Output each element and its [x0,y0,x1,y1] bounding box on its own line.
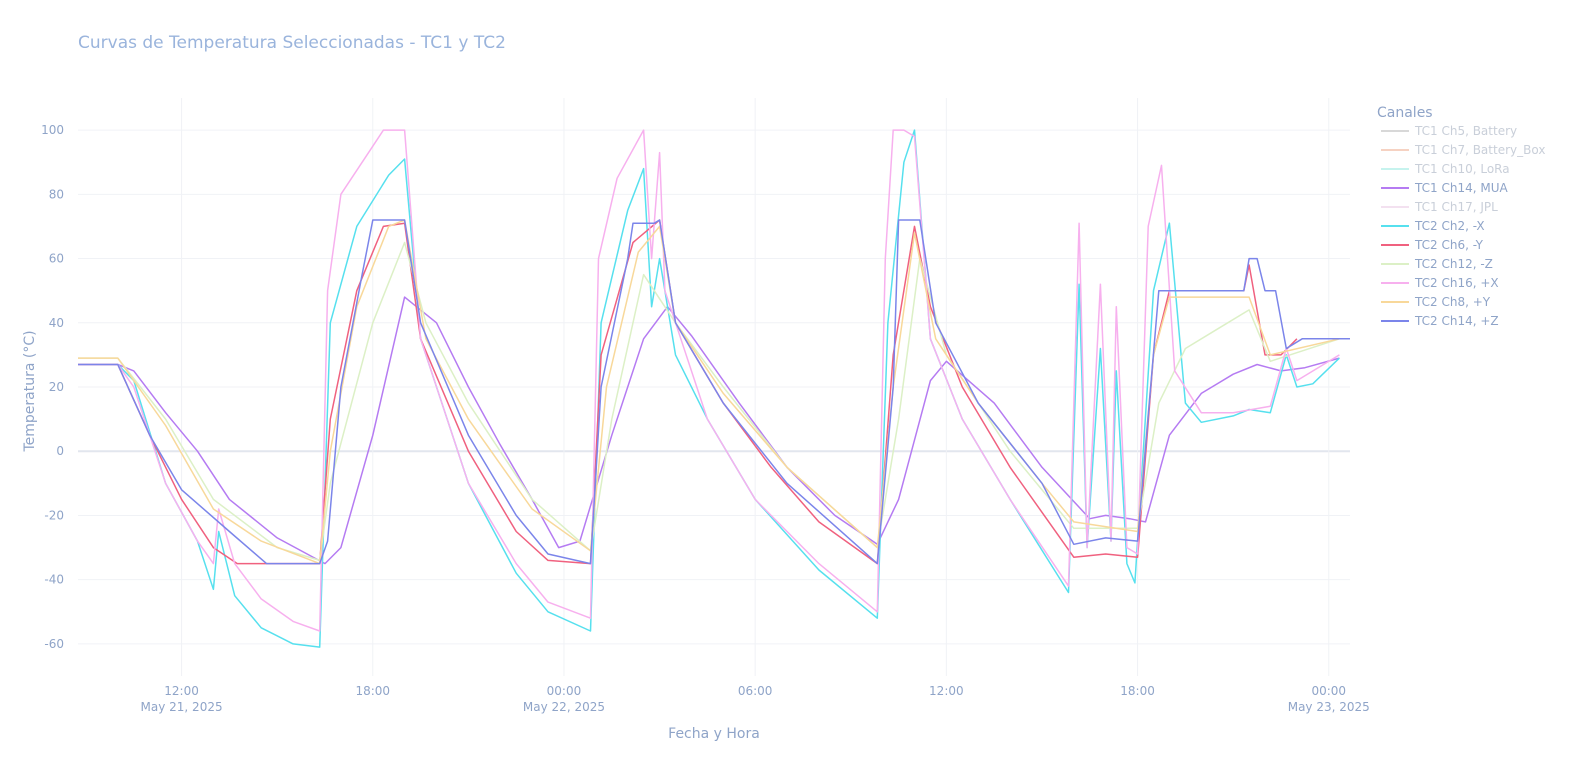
series-line [78,219,1350,565]
legend: Canales TC1 Ch5, Battery TC1 Ch7, Battery… [1377,105,1545,328]
y-axis-title: Temperatura (°C) [22,330,38,452]
x-tick-label: 06:00 [738,684,773,698]
legend-label: TC2 Ch16, +X [1414,276,1499,290]
legend-label: TC1 Ch14, MUA [1414,181,1508,195]
y-tick-label: 60 [49,252,64,266]
series-line [78,129,1340,632]
legend-label: TC2 Ch12, -Z [1414,257,1493,271]
x-tick-date-label: May 23, 2025 [1288,700,1370,714]
legend-label: TC2 Ch14, +Z [1414,314,1499,328]
legend-label: TC1 Ch10, LoRa [1414,162,1510,176]
legend-item[interactable]: TC2 Ch8, +Y [1381,295,1491,309]
legend-label: TC1 Ch17, JPL [1414,200,1498,214]
legend-title: Canales [1377,105,1433,121]
legend-item[interactable]: TC2 Ch16, +X [1381,276,1499,290]
y-tick-label: -40 [44,573,64,587]
series-line [78,219,1340,565]
y-tick-label: 80 [49,187,64,201]
legend-label: TC2 Ch2, -X [1414,219,1485,233]
x-tick-date-label: May 22, 2025 [523,700,605,714]
legend-item[interactable]: TC1 Ch10, LoRa [1381,162,1510,176]
x-tick-label: 18:00 [355,684,390,698]
chart-title: Curvas de Temperatura Seleccionadas - TC… [78,33,506,53]
y-tick-label: 100 [41,123,64,137]
legend-item[interactable]: TC2 Ch6, -Y [1381,238,1484,252]
grid [78,98,1350,676]
x-tick-label: 12:00 [929,684,964,698]
x-tick-label: 00:00 [547,684,582,698]
legend-item[interactable]: TC1 Ch5, Battery [1381,124,1517,138]
legend-item[interactable]: TC2 Ch12, -Z [1381,257,1493,271]
legend-item[interactable]: TC1 Ch7, Battery_Box [1381,143,1545,157]
x-tick-label: 18:00 [1120,684,1155,698]
y-tick-label: -60 [44,637,64,651]
x-tick-label: 00:00 [1311,684,1346,698]
legend-label: TC2 Ch8, +Y [1414,295,1491,309]
legend-label: TC1 Ch7, Battery_Box [1414,143,1545,157]
x-axis-title: Fecha y Hora [668,726,760,742]
legend-item[interactable]: TC2 Ch2, -X [1381,219,1485,233]
series-line [78,296,1340,565]
legend-item[interactable]: TC2 Ch14, +Z [1381,314,1499,328]
legend-label: TC2 Ch6, -Y [1414,238,1484,252]
series-lines [78,129,1350,648]
y-tick-label: 20 [49,380,64,394]
y-tick-label: 0 [56,444,64,458]
legend-label: TC1 Ch5, Battery [1414,124,1517,138]
y-tick-label: 40 [49,316,64,330]
y-tick-label: -20 [44,508,64,522]
axes: -60 -40 -20 0 20 40 60 80 100 12:00 May 21, 2025 18… [41,123,1370,714]
legend-item[interactable]: TC1 Ch14, MUA [1381,181,1508,195]
legend-item[interactable]: TC1 Ch17, JPL [1381,200,1498,214]
x-tick-date-label: May 21, 2025 [141,700,223,714]
x-tick-label: 12:00 [164,684,199,698]
